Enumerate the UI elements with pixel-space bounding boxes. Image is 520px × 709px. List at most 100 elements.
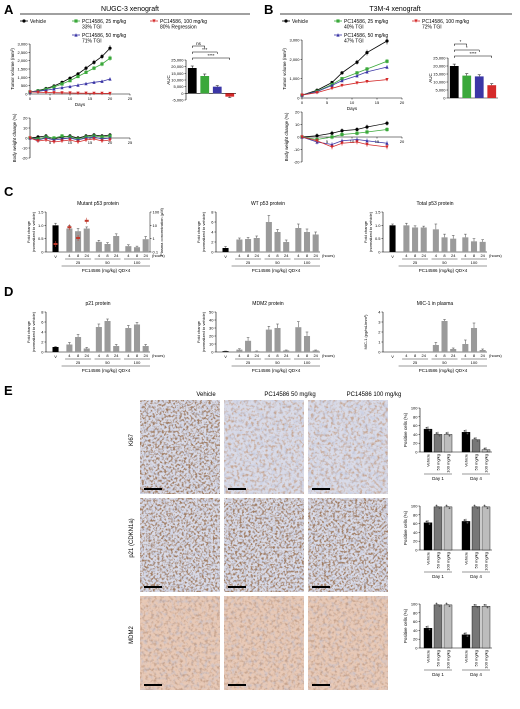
dose-label: 50 (105, 260, 110, 265)
x-caption: PC14586 (mg/kg) QD×4 (419, 368, 468, 373)
dose-label: 100 (134, 260, 141, 265)
auc-bar (450, 66, 459, 98)
micrograph (140, 498, 220, 592)
timepoint-label: 24 (143, 253, 148, 258)
cd-bar (304, 232, 310, 252)
ihc-micrograph-grid (140, 400, 388, 690)
y-tick-label: 0 (415, 450, 418, 455)
data-point (108, 47, 111, 50)
e-dot (439, 435, 441, 437)
e-dot (446, 603, 448, 605)
panel-e-col-100: PC14586 100 mg/kg (347, 392, 402, 398)
e-ylabel: Positive cells (%) (403, 608, 408, 643)
scale-bar (144, 488, 162, 490)
y-tick-label: 3 (378, 320, 381, 325)
sig-label: *** (202, 47, 208, 52)
e-dot (484, 604, 486, 606)
timepoint-label: 4 (268, 353, 271, 358)
y-tick-label: 4 (378, 310, 381, 315)
x-caption: PC14586 (mg/kg) QD×4 (82, 268, 131, 273)
legend-sub: 80% Regression (160, 25, 197, 31)
e-dot (436, 505, 438, 507)
y-tick-label: 5,000 (173, 84, 184, 89)
dose-label: 100 (134, 360, 141, 365)
bw-point (385, 122, 388, 125)
day-label: Day 1 (432, 672, 444, 677)
e-dot (449, 605, 451, 607)
cd-chart-title: Mutant p53 protein (77, 201, 119, 207)
sig-bracket (454, 56, 492, 58)
e-dot (429, 430, 431, 432)
bw-point (330, 135, 333, 138)
data-point (100, 55, 103, 58)
e-dot (477, 440, 479, 442)
timepoint-label: 24 (422, 253, 427, 258)
e-bar (444, 605, 452, 648)
e-bar (434, 434, 442, 452)
e-bar (444, 507, 452, 550)
panel-letter-a: A (4, 2, 14, 17)
e-dot (446, 505, 448, 507)
cd-bar (295, 228, 301, 252)
cd-bar (471, 241, 477, 252)
y-tick-label: 4 (211, 230, 214, 235)
cd-bar (125, 246, 131, 252)
y-tick-label: 0 (211, 350, 214, 355)
legend-sub: 33% TGI (82, 25, 102, 31)
y-tick-label: 2,500 (17, 50, 28, 55)
e-dot (429, 523, 431, 525)
legend-label: Vehicle (292, 19, 308, 25)
e-dot (464, 430, 466, 432)
cd-bar (84, 349, 90, 353)
e-bar (434, 605, 442, 648)
y-axis-label: Tumor volume (mm³) (282, 48, 287, 90)
cd-bar (433, 345, 439, 352)
cd-bar (266, 330, 272, 352)
bw-point (315, 134, 318, 137)
timepoint-label: 24 (284, 353, 289, 358)
cd-bar (283, 242, 289, 252)
dose-label: 25 (246, 260, 251, 265)
panel-letter-d: D (4, 284, 13, 299)
timepoint-label: 4 (405, 253, 408, 258)
legend-sub: 72% TGI (422, 25, 442, 31)
y2-label: Plasma concentration (μM) (159, 207, 164, 256)
y-tick-label: 60 (413, 521, 418, 526)
x-tick-label: 15 (88, 96, 93, 101)
x-tick-label: 20 (108, 96, 113, 101)
timepoint-unit: (hours) (322, 253, 335, 258)
e-dot (426, 427, 428, 429)
panel-letter-c: C (4, 184, 14, 199)
e-dot (464, 633, 466, 635)
timepoint-label: 8 (77, 353, 80, 358)
e-bar (424, 429, 432, 452)
e-bar (434, 507, 442, 550)
data-point (385, 39, 388, 42)
y-tick-label: 2 (378, 330, 381, 335)
e-dot (477, 507, 479, 509)
e-dot (426, 626, 428, 628)
y-tick-label: 20 (209, 334, 214, 339)
group-label: Vehicle (426, 649, 431, 663)
cd-chart-title: Total p53 protein (417, 201, 454, 207)
cd-bar (96, 242, 102, 252)
y-tick-label: 0 (41, 350, 44, 355)
dose-label: 50 (275, 260, 280, 265)
dose-label: 25 (246, 360, 251, 365)
e-bar (462, 521, 470, 550)
legend-marker (74, 19, 77, 22)
data-point (108, 57, 111, 60)
timepoint-label: 4 (238, 353, 241, 358)
x-tick-label: 15 (375, 100, 380, 105)
auc-bar (462, 76, 471, 98)
timepoint-label: 24 (480, 353, 485, 358)
panel-a-auc-chart: -5,00005,00010,00015,00020,00025,000AUCn… (166, 41, 236, 103)
y-tick-label: 60 (413, 423, 418, 428)
legend-sub: 71% TGI (82, 39, 102, 45)
sig-bracket (192, 58, 230, 60)
cd-bar (113, 236, 119, 252)
y-tick-label: 20 (413, 539, 418, 544)
y-tick-label: 20 (295, 110, 300, 115)
